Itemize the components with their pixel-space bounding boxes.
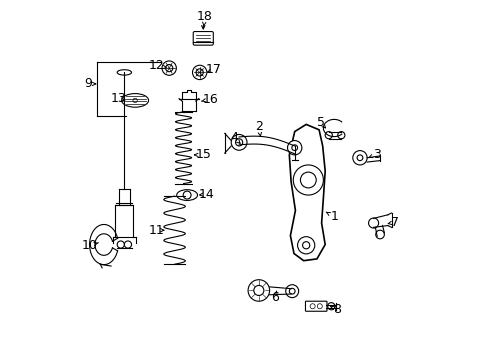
Circle shape	[368, 218, 378, 228]
Text: 14: 14	[199, 188, 214, 201]
Circle shape	[231, 134, 246, 150]
Circle shape	[356, 155, 362, 161]
Text: 5: 5	[316, 116, 324, 129]
Text: 18: 18	[197, 10, 213, 23]
Ellipse shape	[122, 94, 148, 107]
Circle shape	[297, 237, 314, 254]
Circle shape	[291, 145, 297, 150]
Circle shape	[285, 285, 298, 298]
Text: 2: 2	[254, 121, 262, 134]
Text: 7: 7	[390, 216, 398, 229]
Circle shape	[192, 65, 206, 80]
Text: 10: 10	[81, 239, 97, 252]
Ellipse shape	[176, 190, 197, 201]
Circle shape	[183, 191, 191, 199]
Text: 15: 15	[196, 148, 211, 161]
Text: 9: 9	[84, 77, 92, 90]
Circle shape	[327, 303, 334, 310]
Circle shape	[253, 285, 264, 296]
Circle shape	[293, 165, 323, 195]
Circle shape	[247, 280, 269, 301]
FancyBboxPatch shape	[193, 32, 213, 45]
Circle shape	[309, 304, 314, 309]
Text: 13: 13	[110, 93, 126, 105]
Text: 3: 3	[372, 148, 380, 161]
Text: 8: 8	[332, 303, 340, 316]
Text: 12: 12	[148, 59, 164, 72]
Circle shape	[124, 241, 131, 248]
Text: 17: 17	[205, 63, 222, 76]
Circle shape	[317, 304, 322, 309]
Circle shape	[325, 132, 332, 139]
Text: 16: 16	[202, 93, 218, 106]
FancyBboxPatch shape	[305, 301, 326, 311]
Circle shape	[302, 242, 309, 249]
Text: 4: 4	[230, 131, 238, 144]
Circle shape	[337, 132, 344, 139]
Text: 11: 11	[148, 224, 164, 237]
Circle shape	[165, 64, 172, 72]
Circle shape	[196, 69, 203, 76]
Circle shape	[117, 241, 124, 248]
Text: 1: 1	[329, 210, 337, 223]
Polygon shape	[289, 125, 325, 261]
Circle shape	[352, 150, 366, 165]
Circle shape	[289, 288, 294, 294]
Circle shape	[300, 172, 316, 188]
Circle shape	[287, 140, 301, 155]
Text: 6: 6	[270, 291, 278, 304]
Circle shape	[375, 230, 384, 239]
Circle shape	[133, 98, 137, 103]
Ellipse shape	[117, 70, 131, 75]
Circle shape	[162, 61, 176, 75]
Circle shape	[235, 139, 242, 146]
